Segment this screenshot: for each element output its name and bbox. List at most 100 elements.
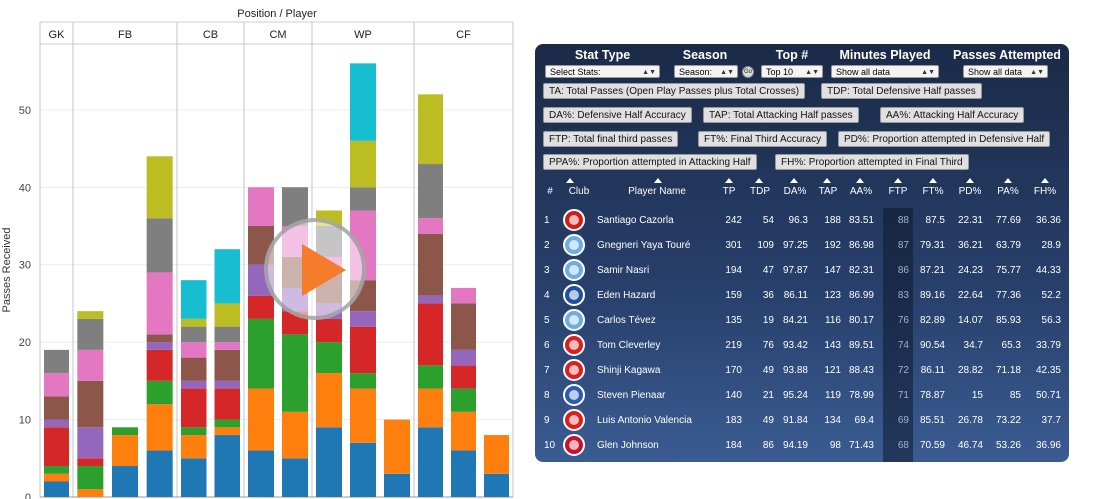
col-header-aa[interactable]: AA%: [849, 186, 873, 197]
col-header-da[interactable]: DA%: [783, 186, 807, 197]
go-label: Go: [743, 69, 752, 75]
table-row[interactable]: 3 Samir Nasri 194 47 97.87 147 82.31 86 87.21 24.…: [535, 258, 1069, 283]
sort-aa-icon[interactable]: [856, 178, 864, 183]
col-header-tap[interactable]: TAP: [818, 186, 838, 197]
tdp-cell: 109: [757, 240, 774, 251]
table-row[interactable]: 10 Glen Johnson 184 86 94.19 98 71.43 68 70.59 46…: [535, 433, 1069, 458]
rank-cell: 3: [544, 265, 550, 276]
table-row[interactable]: 1 Santiago Cazorla 242 54 96.3 188 83.51 88 87.5…: [535, 208, 1069, 233]
fh-cell: 42.35: [1035, 365, 1061, 376]
col-header-fh[interactable]: FH%: [1033, 186, 1057, 197]
bar-segment: [248, 187, 274, 226]
top-select[interactable]: Top 10 ▲▼: [761, 65, 823, 78]
bar-segment: [181, 435, 207, 459]
tdp-cell: 49: [762, 415, 774, 426]
bar-segment: [214, 249, 240, 304]
col-header-club[interactable]: Club: [568, 186, 590, 197]
table-row[interactable]: 9 Luis Antonio Valencia 183 49 91.84 134 69.4 6…: [535, 408, 1069, 433]
sort-tdp-icon[interactable]: [755, 178, 763, 183]
crest-emblem: [569, 365, 579, 375]
sort-pa-icon[interactable]: [1004, 178, 1012, 183]
bar-segment: [44, 396, 69, 420]
sort-player-icon[interactable]: [654, 178, 662, 183]
bar-segment: [350, 388, 376, 443]
passes-control: Passes Attempted: [951, 48, 1063, 62]
col-header-rank[interactable]: #: [547, 186, 553, 197]
col-header-player[interactable]: Player Name: [628, 186, 686, 197]
sort-club-icon[interactable]: [566, 178, 574, 183]
sort-fh-icon[interactable]: [1041, 178, 1049, 183]
minutes-value: Show all data: [836, 67, 891, 77]
bar-segment: [418, 218, 443, 234]
sort-da-icon[interactable]: [790, 178, 798, 183]
bar-segment: [112, 435, 138, 467]
pd-cell: 15: [971, 390, 983, 401]
legend-da: DA%: Defensive Half Accuracy: [543, 107, 692, 123]
ftp-cell: 74: [897, 340, 909, 351]
bar-segment: [451, 303, 476, 350]
y-tick-label: 10: [19, 415, 31, 427]
col-header-ftp[interactable]: FTP: [888, 186, 908, 197]
sort-tap-icon[interactable]: [823, 178, 831, 183]
bar-segment: [181, 380, 207, 389]
rank-cell: 8: [544, 390, 550, 401]
legend-ppa: PPA%: Proportion attempted in Attacking …: [543, 154, 757, 170]
bar-segment: [248, 295, 274, 319]
table-row[interactable]: 6 Tom Cleverley 219 76 93.42 143 89.51 74 90.54 3…: [535, 333, 1069, 358]
ft-cell: 79.31: [919, 240, 945, 251]
sort-tp-icon[interactable]: [725, 178, 733, 183]
play-button[interactable]: [264, 218, 366, 320]
tp-cell: 170: [725, 365, 742, 376]
sort-ft-icon[interactable]: [929, 178, 937, 183]
bar-segment: [146, 342, 173, 350]
group-label: CF: [456, 29, 471, 41]
bar-segment: [418, 303, 443, 366]
bar-segment: [146, 334, 173, 343]
bar-segment: [248, 450, 274, 497]
minutes-select[interactable]: Show all data ▲▼: [831, 65, 939, 78]
stat-type-select[interactable]: Select Stats: ▲▼: [545, 65, 660, 78]
bar-segment: [248, 318, 274, 389]
col-header-tdp[interactable]: TDP: [750, 186, 770, 197]
passes-select[interactable]: Show all data ▲▼: [963, 65, 1048, 78]
table-row[interactable]: 4 Eden Hazard 159 36 86.11 123 86.99 83 89.16 22.…: [535, 283, 1069, 308]
player-name-cell: Tom Cleverley: [597, 340, 661, 351]
season-select[interactable]: Season: ▲▼: [674, 65, 738, 78]
tap-cell: 116: [825, 315, 841, 326]
go-button[interactable]: Go: [742, 66, 754, 78]
table-row[interactable]: 2 Gnegneri Yaya Touré 301 109 97.25 192 86.98 8…: [535, 233, 1069, 258]
pa-cell: 65.3: [1001, 340, 1021, 351]
col-header-ft[interactable]: FT%: [922, 186, 944, 197]
bar-segment: [181, 326, 207, 343]
bar-segment: [316, 342, 342, 374]
player-name-cell: Eden Hazard: [597, 290, 656, 301]
stat-type-control: Stat Type: [545, 48, 660, 62]
tap-cell: 188: [824, 215, 841, 226]
club-crest-icon: [563, 284, 585, 306]
col-header-pa[interactable]: PA%: [997, 186, 1019, 197]
bar-segment: [418, 233, 443, 296]
sort-ftp-icon[interactable]: [894, 178, 902, 183]
tap-cell: 147: [824, 265, 841, 276]
group-label: CB: [203, 29, 218, 41]
tp-cell: 183: [725, 415, 742, 426]
player-name-cell: Glen Johnson: [597, 440, 659, 451]
col-header-tp[interactable]: TP: [722, 186, 736, 197]
tdp-cell: 49: [762, 365, 774, 376]
col-header-pd[interactable]: PD%: [958, 186, 982, 197]
table-row[interactable]: 8 Steven Pienaar 140 21 95.24 119 78.99 71 78.87…: [535, 383, 1069, 408]
club-crest-icon: [563, 384, 585, 406]
player-name-cell: Gnegneri Yaya Touré: [597, 240, 691, 251]
player-name-cell: Steven Pienaar: [597, 390, 666, 401]
sort-pd-icon[interactable]: [966, 178, 974, 183]
pa-cell: 53.26: [995, 440, 1021, 451]
table-row[interactable]: 7 Shinji Kagawa 170 49 93.88 121 88.43 72 86.11 2…: [535, 358, 1069, 383]
table-row[interactable]: 5 Carlos Tévez 135 19 84.21 116 80.17 76 82.89 14…: [535, 308, 1069, 333]
bar-segment: [214, 419, 240, 428]
bar-segment: [44, 473, 69, 482]
bar-segment: [214, 326, 240, 343]
ft-cell: 86.11: [920, 365, 945, 376]
club-crest-icon: [563, 259, 585, 281]
bar-segment: [350, 63, 376, 141]
crest-emblem: [569, 315, 579, 325]
